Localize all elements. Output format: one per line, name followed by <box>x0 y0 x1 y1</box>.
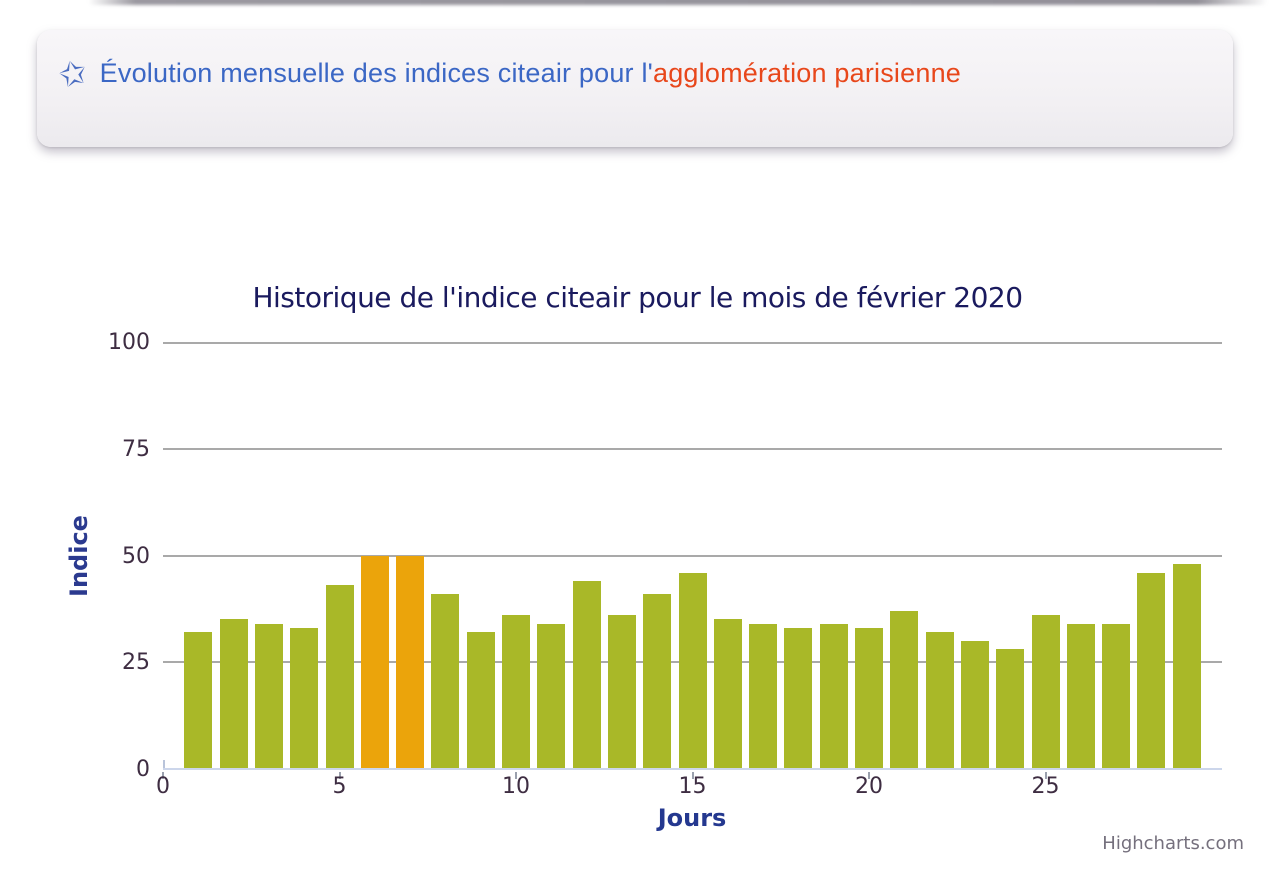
bar-day-17[interactable] <box>749 623 778 768</box>
banner-content: ✩ Évolution mensuelle des indices citeai… <box>37 30 1233 95</box>
y-tick-label-100: 100 <box>108 330 150 355</box>
star-icon: ✩ <box>54 52 91 95</box>
banner-title: Évolution mensuelle des indices citeair … <box>100 56 961 90</box>
bar-day-23[interactable] <box>960 640 989 768</box>
bar-day-7[interactable] <box>396 555 425 768</box>
header-banner: ✩ Évolution mensuelle des indices citeai… <box>37 30 1233 147</box>
bar-day-20[interactable] <box>855 627 883 768</box>
y-axis-labels: 0 25 50 75 100 <box>60 332 150 781</box>
bar-day-19[interactable] <box>819 623 848 768</box>
bar-day-12[interactable] <box>572 581 601 768</box>
x-tick-15 <box>691 772 694 779</box>
bar-day-25[interactable] <box>1031 615 1060 768</box>
banner-title-blue-part: Évolution mensuelle des indices citeair … <box>99 58 653 88</box>
bar-day-16[interactable] <box>713 619 742 768</box>
y-tick-label-25: 25 <box>122 650 150 676</box>
bar-day-2[interactable] <box>219 619 248 768</box>
x-tick-0 <box>162 772 164 779</box>
x-tick-label-10: 10 <box>502 774 530 799</box>
y-tick-label-50: 50 <box>122 543 150 569</box>
chart-title: Historique de l'indice citeair pour le m… <box>252 281 1023 314</box>
bar-day-1[interactable] <box>184 632 213 768</box>
x-tick-label-0: 0 <box>156 774 170 799</box>
bar-day-29[interactable] <box>1172 564 1201 768</box>
bar-day-5[interactable] <box>325 585 354 768</box>
x-axis-title: Jours <box>657 804 727 832</box>
gridline-y-50 <box>163 554 1222 557</box>
x-axis-origin-tick <box>163 760 165 768</box>
y-tick-label-75: 75 <box>122 436 150 462</box>
highcharts-credit[interactable]: Highcharts.com <box>1102 833 1244 854</box>
bar-day-22[interactable] <box>925 632 954 768</box>
bar-day-13[interactable] <box>607 615 636 768</box>
x-tick-25 <box>1044 772 1047 779</box>
bar-day-10[interactable] <box>502 615 530 768</box>
bar-day-6[interactable] <box>360 555 389 768</box>
x-tick-10 <box>515 772 517 779</box>
x-axis-labels: 0 5 10 15 20 25 <box>156 774 1222 804</box>
bar-day-3[interactable] <box>254 623 283 768</box>
y-tick-label-0: 0 <box>136 757 150 782</box>
bar-day-14[interactable] <box>643 593 672 768</box>
bar-day-9[interactable] <box>466 632 495 768</box>
bar-day-26[interactable] <box>1066 623 1095 768</box>
gridline-y-75 <box>163 448 1222 451</box>
bar-day-27[interactable] <box>1102 623 1131 768</box>
top-edge-shadow <box>88 0 1268 5</box>
bar-day-4[interactable] <box>290 627 319 768</box>
x-tick-label-15: 15 <box>678 774 707 799</box>
bar-day-21[interactable] <box>890 610 919 768</box>
x-tick-5 <box>338 772 341 779</box>
chart-container: Historique de l'indice citeair pour le m… <box>30 265 1245 865</box>
bar-day-15[interactable] <box>678 572 707 768</box>
banner-title-red-part: agglomération parisienne <box>653 58 961 88</box>
x-tick-label-20: 20 <box>855 774 883 799</box>
bar-day-24[interactable] <box>996 649 1025 768</box>
x-tick-label-5: 5 <box>332 774 347 799</box>
x-tick-label-25: 25 <box>1031 774 1060 799</box>
gridline-y-100 <box>163 342 1222 344</box>
bar-day-11[interactable] <box>537 623 566 768</box>
bar-day-28[interactable] <box>1137 572 1166 768</box>
bar-day-18[interactable] <box>784 627 813 768</box>
bar-day-8[interactable] <box>431 593 460 768</box>
plot-area <box>162 342 1222 779</box>
x-tick-20 <box>868 772 870 779</box>
